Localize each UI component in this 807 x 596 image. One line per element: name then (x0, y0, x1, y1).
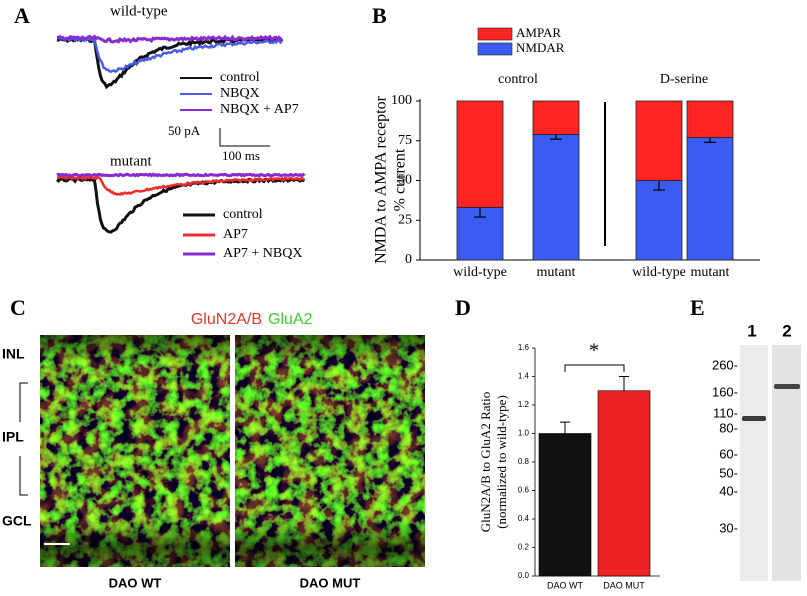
y-tick-label: 0 (405, 252, 412, 267)
error-bar (619, 376, 629, 391)
marker-label: 60- (719, 446, 738, 461)
stain-label: GluN2A/B (191, 311, 262, 328)
bar (597, 390, 651, 577)
y-tick-label: 0.0 (518, 571, 530, 580)
blot-band (774, 384, 800, 389)
y-axis-label: % current (392, 148, 409, 211)
bar (538, 433, 592, 577)
panel-label: C (10, 295, 26, 320)
y-tick-label: 50 (398, 173, 412, 188)
y-tick-label: 0.4 (518, 514, 530, 523)
group-label: control (498, 72, 538, 87)
legend-label: AP7 (223, 227, 248, 242)
bracket (19, 382, 28, 496)
trace-title: wild-type (110, 3, 168, 19)
y-axis-label: (normalized to wild-type) (494, 395, 509, 529)
trace (57, 34, 283, 44)
scale-bar (219, 128, 270, 147)
x-tick-label: mutant (691, 265, 730, 280)
legend-label: AP7 + NBQX (223, 246, 302, 261)
x-tick-label: wild-type (632, 265, 686, 280)
x-tick-label: DAO WT (547, 580, 583, 590)
panel-label: E (690, 295, 705, 320)
x-tick-label: wild-type (453, 265, 507, 280)
micrograph-shade (235, 335, 425, 567)
blot-band (742, 416, 766, 421)
legend-label: NMDAR (516, 40, 565, 55)
marker-label: 260- (712, 357, 738, 372)
bar-segment (635, 180, 683, 261)
lane-label: 1 (747, 321, 756, 340)
legend-swatch (477, 27, 513, 41)
bar-segment (456, 207, 504, 261)
layer-label: GCL (2, 513, 32, 529)
legend-label: NBQX + AP7 (220, 102, 299, 117)
y-tick-label: 1.2 (518, 400, 530, 409)
panel-label: A (14, 3, 30, 28)
legend-label: control (220, 70, 260, 85)
legend-label: NBQX (220, 86, 260, 101)
legend-label: AMPAR (516, 25, 561, 40)
error-bar (560, 421, 570, 434)
y-tick-label: 1.4 (518, 372, 530, 381)
layer-label: IPL (2, 429, 24, 445)
bar-segment (635, 100, 683, 181)
y-tick-label: 100 (391, 93, 412, 108)
marker-label: 50- (719, 465, 738, 480)
y-tick-label: 25 (398, 212, 412, 227)
significance-bracket (564, 364, 625, 372)
image-label: DAO MUT (300, 575, 361, 590)
y-tick-label: 75 (398, 133, 412, 148)
group-label: D-serine (660, 72, 708, 87)
legend-label: control (223, 207, 263, 222)
image-label: DAO WT (109, 575, 162, 590)
bar-segment (686, 137, 734, 261)
bar-segment (532, 133, 580, 261)
lane-label: 2 (782, 321, 791, 340)
x-tick-label: DAO MUT (603, 580, 645, 590)
marker-label: 80- (719, 420, 738, 435)
marker-label: 110- (713, 405, 738, 420)
y-axis-label: GluN2A/B to GluA2 Ratio (478, 392, 493, 532)
legend-swatch (477, 42, 513, 56)
scale-label: 50 pA (168, 123, 201, 138)
y-tick-label: 0.8 (518, 457, 530, 466)
y-tick-label: 0.6 (518, 486, 530, 495)
annotation: * (589, 340, 599, 362)
trace (56, 172, 306, 178)
marker-label: 30- (719, 520, 738, 535)
blot-lane (772, 345, 801, 581)
trace (56, 175, 305, 197)
marker-label: 40- (719, 483, 738, 498)
layer-label: INL (2, 346, 25, 362)
bar-segment (456, 100, 504, 208)
y-tick-label: 1.0 (518, 429, 530, 438)
micrograph-shade (40, 335, 230, 567)
blot-lane (740, 345, 768, 581)
panel-label: B (372, 3, 387, 28)
marker-label: 160- (712, 384, 738, 399)
scale-label: 100 ms (222, 148, 260, 163)
stain-label: GluA2 (268, 311, 313, 328)
y-tick-label: 1.6 (518, 343, 530, 352)
y-tick-label: 0.2 (518, 543, 530, 552)
bar-segment (686, 100, 734, 138)
bar-segment (532, 100, 580, 135)
y-axis-label: NMDA to AMPA receptor (373, 95, 390, 264)
trace (56, 176, 306, 234)
x-tick-label: mutant (537, 265, 576, 280)
trace-title: mutant (110, 153, 152, 169)
panel-label: D (455, 295, 471, 320)
